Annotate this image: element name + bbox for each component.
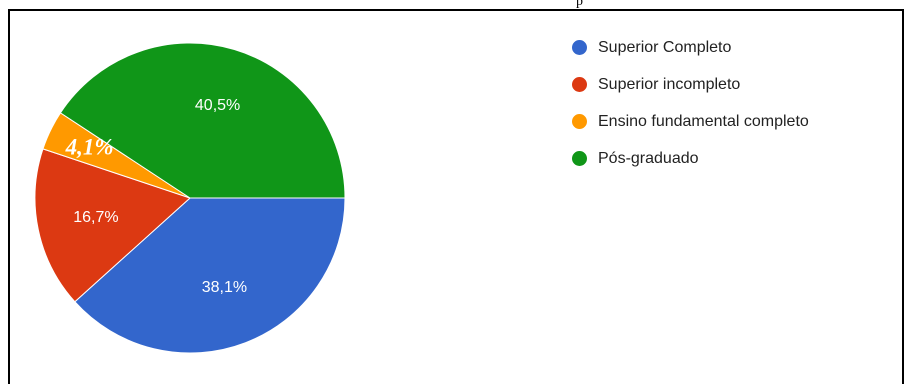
slice-label: 16,7% bbox=[73, 209, 118, 226]
slice-label: 38,1% bbox=[202, 279, 247, 296]
legend-label: Pós-graduado bbox=[598, 149, 699, 167]
legend-marker bbox=[572, 114, 587, 129]
legend-item: Ensino fundamental completo bbox=[572, 103, 809, 140]
legend-item: Superior incompleto bbox=[572, 66, 809, 103]
legend-label: Ensino fundamental completo bbox=[598, 112, 809, 130]
legend-marker bbox=[572, 77, 587, 92]
cropped-caption-text: p bbox=[576, 0, 583, 9]
legend-marker bbox=[572, 40, 587, 55]
legend-label: Superior incompleto bbox=[598, 75, 741, 93]
legend-item: Pós-graduado bbox=[572, 140, 809, 177]
legend: Superior Completo Superior incompleto En… bbox=[572, 29, 809, 177]
slice-label: 40,5% bbox=[195, 97, 240, 114]
legend-marker bbox=[572, 151, 587, 166]
pie-slice bbox=[59, 42, 346, 199]
legend-item: Superior Completo bbox=[572, 29, 809, 66]
legend-label: Superior Completo bbox=[598, 38, 732, 56]
pie-slice bbox=[34, 148, 191, 303]
slice-label: 4,1% bbox=[65, 135, 114, 160]
pie-slice bbox=[74, 197, 346, 354]
chart-frame bbox=[8, 9, 904, 384]
